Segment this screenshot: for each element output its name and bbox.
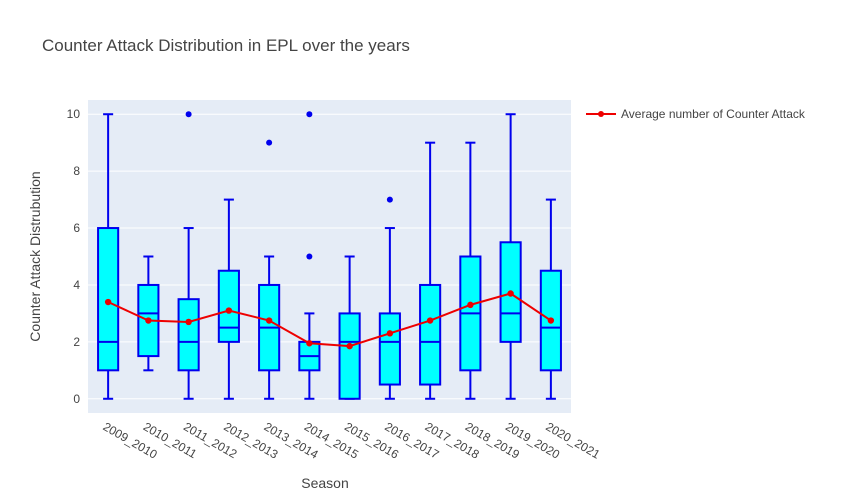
box-iqr	[177, 298, 200, 372]
box-plot-2015_2016	[338, 255, 361, 400]
legend-marker-swatch	[598, 111, 604, 117]
y-tick-label: 10	[67, 107, 81, 121]
average-point	[386, 330, 394, 337]
average-point	[426, 317, 434, 324]
y-tick-label: 4	[73, 278, 80, 292]
box-plot-2013_2014	[258, 139, 281, 400]
y-axis-ticks: 0 2 4 6 8 10	[67, 107, 81, 406]
chart-title: Counter Attack Distribution in EPL over …	[42, 36, 410, 55]
average-point	[346, 342, 353, 350]
legend[interactable]: Average number of Counter Attack	[586, 107, 806, 121]
average-point	[145, 317, 152, 324]
x-axis-title: Season	[301, 475, 348, 491]
outlier-point	[306, 253, 313, 260]
box-iqr	[338, 312, 361, 400]
average-line	[107, 292, 552, 348]
average-point	[507, 290, 514, 297]
x-axis-ticks: 2009_20102010_20112011_20122012_20132013…	[101, 419, 603, 461]
outlier-point	[386, 196, 393, 203]
box-iqr	[419, 283, 442, 386]
box-plot-2012_2013	[217, 198, 240, 400]
box-plot-2018_2019	[459, 141, 482, 400]
average-point	[547, 317, 555, 324]
y-axis-title: Counter Attack Distrubution	[27, 171, 43, 341]
box-plot-2011_2012	[177, 111, 200, 400]
box-plot-2017_2018	[419, 141, 442, 400]
y-tick-label: 8	[73, 164, 80, 178]
y-tick-label: 0	[73, 392, 80, 406]
outlier-point	[266, 139, 273, 146]
legend-label: Average number of Counter Attack	[621, 107, 806, 121]
box-plot-2014_2015	[298, 111, 321, 400]
average-point	[306, 340, 313, 347]
plot-area	[88, 100, 571, 413]
gridlines	[88, 113, 571, 400]
average-point	[104, 298, 112, 306]
outlier-point	[306, 111, 313, 118]
box-iqr	[378, 312, 401, 386]
box-iqr	[217, 269, 240, 343]
average-point	[265, 317, 273, 324]
y-tick-label: 2	[73, 335, 80, 349]
y-tick-label: 6	[73, 221, 80, 235]
outlier-point	[185, 111, 192, 118]
average-point	[225, 307, 233, 314]
average-point	[467, 301, 474, 309]
average-series	[104, 290, 555, 350]
average-point	[185, 318, 192, 326]
